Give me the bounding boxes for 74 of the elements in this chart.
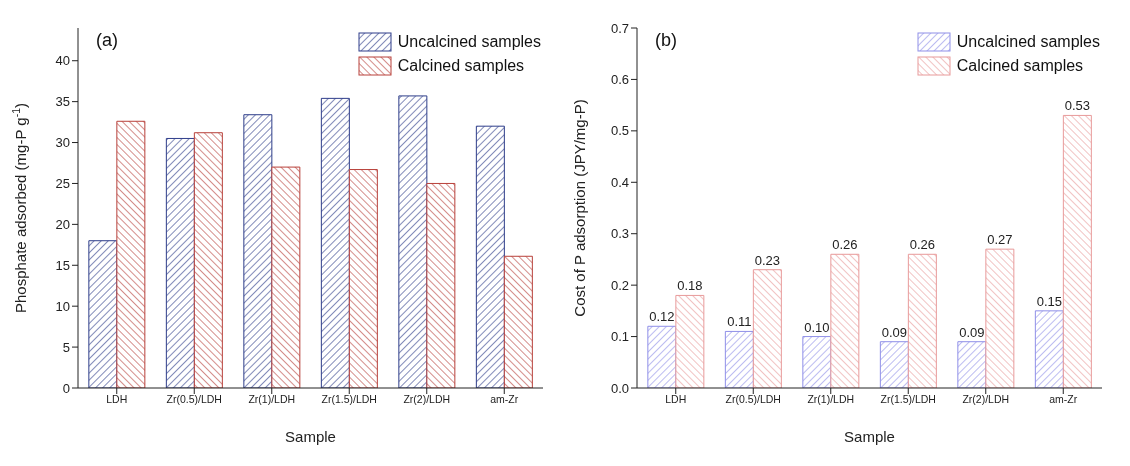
x-tick-label: LDH: [665, 393, 687, 406]
y-tick-label: 25: [55, 176, 70, 192]
bar: [1034, 310, 1064, 388]
data-label: 0.09: [881, 324, 908, 340]
y-tick-label: 15: [55, 257, 70, 273]
x-tick-label: Zr(1.5)/LDH: [880, 393, 936, 406]
bar: [243, 114, 273, 388]
y-tick-label: 5: [62, 339, 70, 355]
bar: [475, 125, 505, 388]
bar: [193, 132, 223, 388]
data-label: 0.27: [987, 232, 1013, 248]
y-tick-label: 35: [55, 94, 70, 110]
y-axis-title: Cost of P adsorption (JPY/mg-P): [571, 99, 588, 317]
data-label: 0.12: [649, 309, 675, 325]
data-label: 0.26: [909, 237, 936, 253]
data-label: 0.15: [1036, 293, 1063, 309]
bar: [426, 182, 456, 388]
y-tick-label: 0.2: [610, 277, 629, 293]
y-tick-label: 10: [55, 298, 70, 314]
x-tick-label: Zr(0.5)/LDH: [166, 393, 222, 406]
x-tick-label: Zr(2)/LDH: [403, 393, 451, 406]
bar: [88, 240, 118, 388]
bar: [320, 97, 350, 388]
data-label: 0.10: [804, 319, 830, 335]
y-tick-label: 0.4: [610, 174, 629, 190]
legend-label: Calcined samples: [956, 57, 1084, 75]
x-tick-label: am-Zr: [1049, 393, 1078, 406]
data-label: 0.23: [754, 252, 781, 268]
bar: [116, 120, 146, 388]
y-tick-label: 0: [62, 380, 70, 396]
x-tick-label: Zr(2)/LDH: [962, 393, 1010, 406]
bar: [907, 253, 937, 388]
legend-label: Uncalcined samples: [397, 33, 541, 51]
bar: [802, 336, 832, 388]
y-tick-label: 0.3: [610, 226, 629, 242]
bar: [830, 253, 860, 388]
x-tick-label: am-Zr: [490, 393, 519, 406]
data-label: 0.09: [959, 324, 985, 340]
bar: [957, 341, 987, 388]
annotation: (a): [96, 30, 118, 51]
x-tick-label: LDH: [106, 393, 128, 406]
bar: [398, 95, 428, 388]
bar: [724, 330, 754, 388]
bar: [1062, 114, 1092, 388]
y-tick-label: 0.0: [610, 380, 629, 396]
y-tick-label: 20: [55, 216, 70, 232]
x-tick-label: Zr(1)/LDH: [248, 393, 296, 406]
bar: [752, 269, 782, 388]
y-tick-label: 0.6: [610, 72, 629, 88]
data-label: 0.26: [832, 237, 858, 253]
legend-label: Uncalcined samples: [956, 33, 1100, 51]
y-tick-label: 0.1: [610, 329, 629, 345]
x-axis-title: Sample: [285, 428, 336, 445]
x-tick-label: Zr(1.5)/LDH: [321, 393, 377, 406]
data-label: 0.11: [727, 314, 752, 330]
bar: [647, 325, 677, 388]
bar: [503, 255, 533, 388]
bar: [879, 341, 909, 388]
y-tick-label: 40: [55, 53, 70, 69]
x-tick-label: Zr(1)/LDH: [807, 393, 855, 406]
bar: [165, 137, 195, 388]
x-tick-label: Zr(0.5)/LDH: [725, 393, 781, 406]
y-tick-label: 0.5: [610, 123, 629, 139]
y-tick-label: 0.7: [610, 20, 629, 36]
legend-label: Calcined samples: [397, 57, 525, 75]
bar: [348, 169, 378, 388]
data-label: 0.53: [1064, 98, 1091, 114]
annotation: (b): [655, 30, 677, 51]
x-axis-title: Sample: [844, 428, 895, 445]
bar: [675, 294, 705, 388]
y-tick-label: 30: [55, 135, 70, 151]
bar: [985, 248, 1015, 388]
data-label: 0.18: [677, 278, 703, 294]
bar: [271, 166, 301, 388]
